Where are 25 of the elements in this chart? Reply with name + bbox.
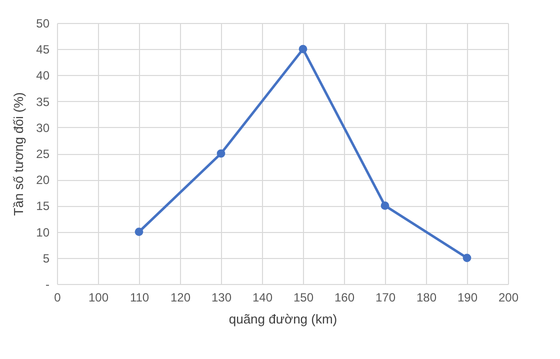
y-tick-label: 15 [36, 199, 50, 214]
x-tick-label: 190 [457, 290, 478, 304]
y-tick-label: 40 [36, 68, 50, 83]
y-tick-label: 20 [36, 173, 50, 188]
x-tick-label: 140 [252, 290, 273, 304]
x-axis-title: quãng đường (km) [228, 312, 338, 326]
x-tick-label: 180 [416, 290, 437, 304]
y-tick-label: 25 [36, 147, 50, 161]
x-tick-label: 130 [211, 290, 232, 304]
x-tick-label: 200 [498, 290, 519, 304]
y-tick-label: 10 [36, 225, 50, 240]
y-tick-label: 35 [36, 94, 50, 109]
x-tick-label: 100 [88, 290, 109, 304]
y-tick-label: 50 [36, 16, 50, 30]
x-tick-label: 120 [170, 290, 191, 304]
x-tick-label: 160 [334, 290, 355, 304]
y-tick-label: 45 [36, 42, 50, 57]
x-tick-label: 0 [54, 290, 62, 304]
y-tick-label: - [46, 278, 50, 292]
x-tick-label: 110 [130, 290, 150, 304]
y-axis-title: Tần số tương đối (%) [11, 92, 26, 216]
y-tick-label: 5 [42, 251, 50, 266]
x-tick-label: 150 [293, 290, 314, 304]
x-tick-label: 170 [375, 290, 396, 304]
y-tick-label: 30 [36, 120, 50, 135]
